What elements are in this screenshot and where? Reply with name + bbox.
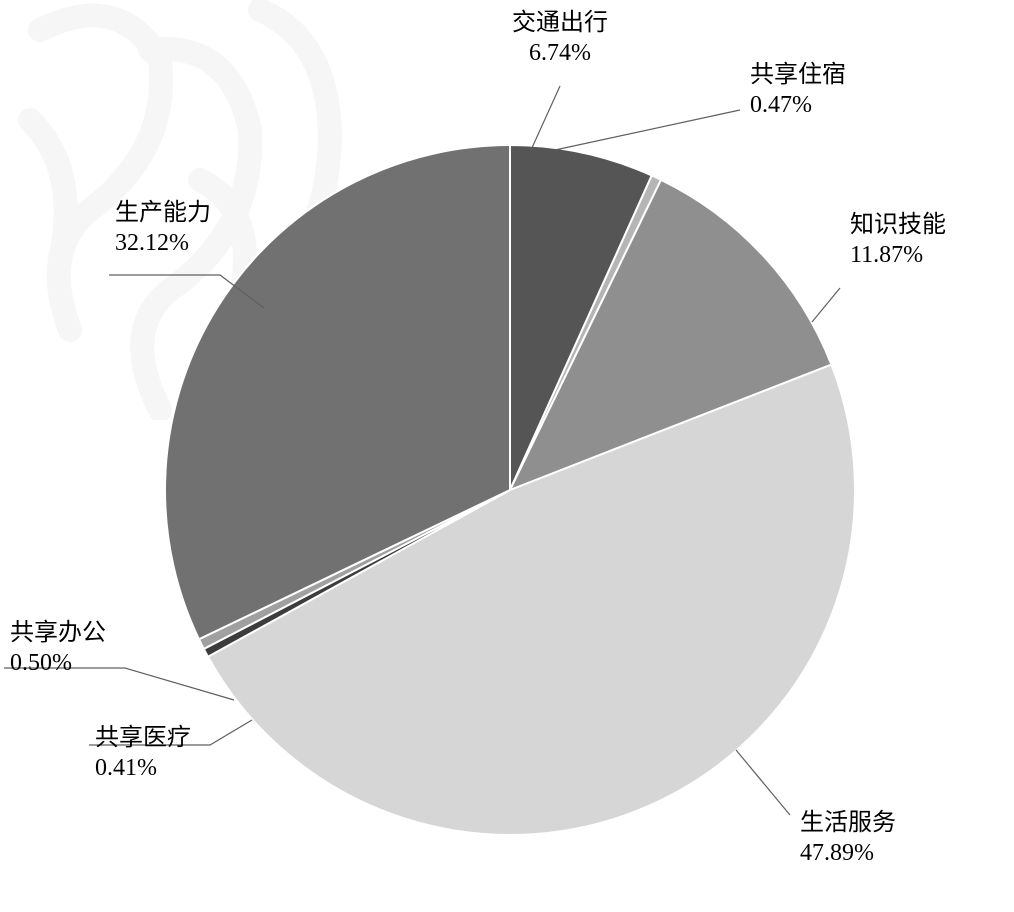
slice-label-value: 47.89% [800, 840, 874, 866]
leader-line [555, 110, 740, 150]
slice-label-value: 0.47% [750, 92, 812, 118]
slice-label-name: 生产能力 [115, 199, 211, 226]
leader-line [736, 750, 790, 815]
slice-label-value: 6.74% [529, 40, 591, 66]
slice-label-name: 共享医疗 [95, 724, 191, 751]
slice-label-value: 0.41% [95, 755, 157, 781]
slice-label-name: 知识技能 [850, 211, 946, 238]
leader-line [531, 86, 560, 150]
slice-label-value: 11.87% [850, 242, 923, 268]
pie-chart: 交通出行 6.74% 共享住宿 0.47% 知识技能 11.87% 生活服务 47.89% 共享… [0, 0, 1014, 912]
slice-label-name: 交通出行 [512, 9, 608, 36]
leader-line [812, 288, 840, 322]
slice-label-name: 生活服务 [800, 809, 896, 836]
slice-label-value: 0.50% [10, 650, 72, 676]
slice-label-value: 32.12% [115, 230, 189, 256]
slice-label-name: 共享办公 [10, 619, 106, 646]
slice-label-name: 共享住宿 [750, 61, 846, 88]
